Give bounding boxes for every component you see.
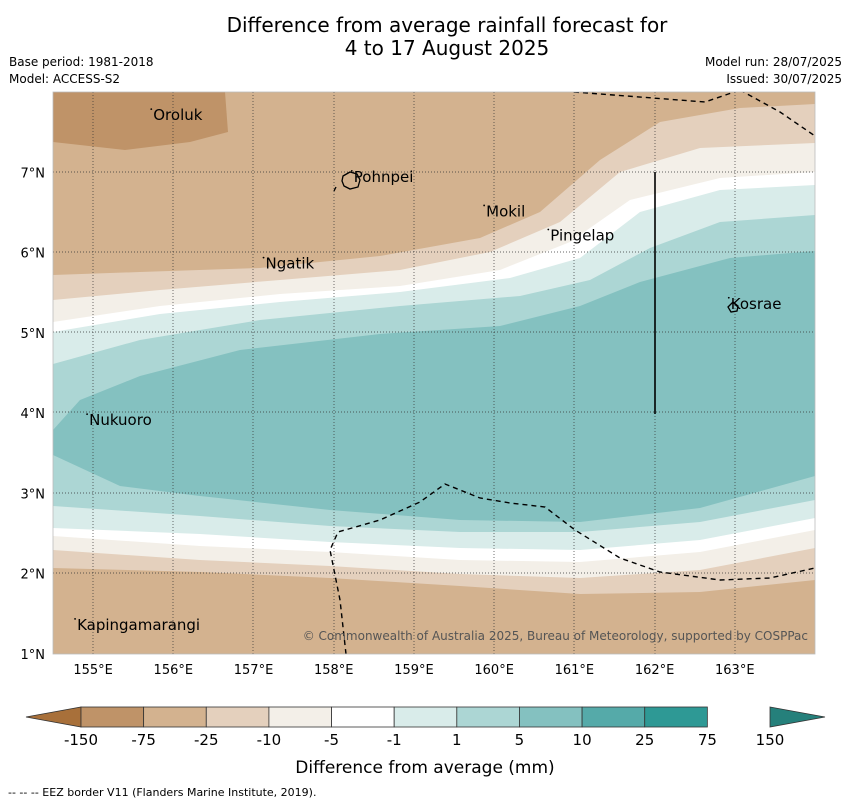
colorbar-tick-label: -1 (387, 731, 402, 749)
lat-tick-label: 2°N (21, 568, 46, 583)
copyright-credit: © Commonwealth of Australia 2025, Bureau… (303, 629, 808, 643)
title-line-2: 4 to 17 August 2025 (344, 36, 550, 60)
colorbar-segment (80, 706, 145, 728)
place-label: Ngatik (266, 255, 315, 273)
eez-border (329, 92, 815, 654)
colorbar-tick-label: 5 (515, 731, 525, 749)
colorbar-tick-label: -75 (131, 731, 156, 749)
eez-footnote: -- -- -- EEZ border V11 (Flanders Marine… (8, 786, 317, 799)
model-run: Model run: 28/07/2025 (704, 55, 842, 69)
lon-tick-label: 159°E (394, 663, 434, 678)
colorbar-tick-label: 150 (756, 731, 785, 749)
lon-tick-label: 162°E (635, 663, 675, 678)
pohnpei-islet (333, 186, 337, 192)
lat-tick-label: 7°N (21, 166, 46, 181)
place-labels: Oroluk Pohnpei Mokil Pingelap Ngatik Kosrae Nu… (74, 106, 781, 634)
colorbar: -150 -75 -25 -10 -5 -1 1 5 10 25 75 150 (25, 706, 826, 749)
colorbar-extend-low (25, 706, 82, 728)
map-frame (52, 91, 816, 655)
place-label: Mokil (486, 202, 525, 220)
kosrae-island (727, 301, 739, 313)
colorbar-tick-label: -5 (324, 731, 339, 749)
colorbar-tick-label: -150 (64, 731, 98, 749)
lat-tick-label: 3°N (21, 487, 46, 502)
place-marker (74, 618, 76, 620)
lon-tick-label: 155°E (73, 663, 113, 678)
pohnpei-island (341, 171, 361, 190)
longitude-axis: 155°E 156°E 157°E 158°E 159°E 160°E 161°E 162°E… (73, 663, 754, 678)
place-marker (262, 256, 265, 259)
lat-tick-label: 5°N (21, 327, 46, 342)
colorbar-tick-label: 25 (635, 731, 654, 749)
base-period: Base period: 1981-2018 (9, 55, 154, 69)
place-nukuoro: Nukuoro (86, 411, 152, 429)
place-oroluk: Oroluk (150, 106, 203, 124)
place-marker (86, 413, 88, 416)
colorbar-segment (268, 706, 332, 728)
place-label: Pohnpei (354, 168, 414, 186)
lat-tick-label: 6°N (21, 247, 46, 262)
colorbar-extend-high (769, 706, 826, 728)
title-line-1: Difference from average rainfall forecas… (226, 13, 668, 37)
place-label: Pingelap (550, 227, 614, 245)
place-label: Nukuoro (89, 411, 152, 429)
colorbar-segment (644, 706, 708, 728)
island-outlines (333, 171, 739, 313)
place-marker (150, 108, 153, 110)
colorbar-segment (581, 706, 646, 728)
lon-tick-label: 163°E (715, 663, 755, 678)
place-marker (350, 170, 353, 172)
place-label: Oroluk (153, 106, 202, 124)
map-title: Difference from average rainfall forecas… (0, 14, 850, 60)
place-kosrae: Kosrae (727, 295, 782, 313)
colorbar-title: Difference from average (mm) (295, 758, 554, 778)
place-label: Kosrae (731, 295, 782, 313)
run-info: Model run: 28/07/2025 Issued: 30/07/2025 (705, 54, 842, 88)
lon-tick-label: 156°E (154, 663, 194, 678)
colorbar-tick-label: 10 (573, 731, 592, 749)
colorbar-tick-label: 1 (452, 731, 462, 749)
issued-date: Issued: 30/07/2025 (726, 72, 842, 86)
place-ngatik: Ngatik (262, 255, 315, 273)
contour-fill (53, 92, 815, 654)
colorbar-segment (393, 706, 458, 728)
model-name: Model: ACCESS-S2 (9, 72, 121, 86)
colorbar-tick-label: -10 (257, 731, 282, 749)
place-marker (727, 296, 730, 299)
place-mokil: Mokil (483, 202, 525, 220)
lon-tick-label: 160°E (474, 663, 514, 678)
place-kapingamarangi: Kapingamarangi (74, 616, 200, 634)
colorbar-segment (143, 706, 207, 728)
lat-tick-label: 1°N (21, 648, 46, 663)
place-pohnpei: Pohnpei (350, 168, 414, 186)
lon-tick-label: 158°E (314, 663, 354, 678)
place-pingelap: Pingelap (547, 227, 614, 245)
place-label: Kapingamarangi (77, 616, 200, 634)
colorbar-segment (331, 706, 395, 728)
lon-tick-label: 161°E (555, 663, 595, 678)
colorbar-segment (456, 706, 520, 728)
place-marker (547, 228, 550, 231)
lon-tick-label: 157°E (234, 663, 274, 678)
colorbar-segment (205, 706, 270, 728)
colorbar-segment (519, 706, 583, 728)
colorbar-tick-label: -25 (194, 731, 219, 749)
base-info: Base period: 1981-2018 Model: ACCESS-S2 (9, 54, 154, 88)
latitude-axis: 7°N 6°N 5°N 4°N 3°N 2°N 1°N (21, 166, 46, 663)
colorbar-tick-label: 75 (698, 731, 717, 749)
graticule (53, 92, 815, 654)
place-marker (483, 204, 486, 207)
lat-tick-label: 4°N (21, 407, 46, 422)
